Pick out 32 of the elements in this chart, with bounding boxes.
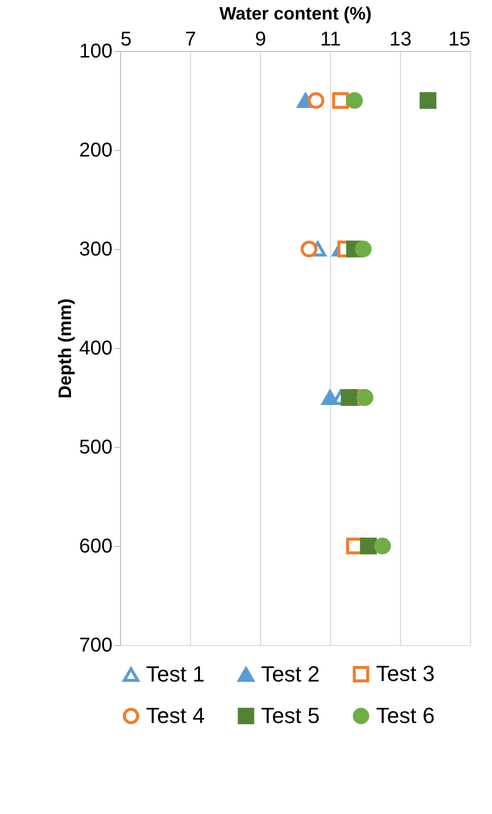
point [300, 240, 318, 258]
x-tick-label: 7 [184, 28, 196, 50]
y-tick-label: 700 [79, 634, 112, 656]
y-tick-label: 600 [79, 536, 112, 558]
point [340, 389, 358, 406]
y-tick-label: 500 [79, 436, 112, 458]
point [420, 92, 436, 109]
y-axis-title: Depth (mm) [55, 298, 76, 398]
point [356, 389, 374, 406]
point [346, 92, 363, 109]
legend-label: Test 3 [376, 661, 435, 686]
legend-label: Test 5 [261, 703, 320, 728]
x-axis-title: Water content (%) [219, 4, 372, 24]
legend-label: Test 6 [376, 703, 435, 728]
point [332, 92, 349, 109]
legend-label: Test 2 [261, 662, 320, 687]
point [374, 538, 391, 554]
point [354, 240, 372, 258]
x-tick-label: 9 [254, 28, 266, 50]
y-tick-label: 100 [79, 40, 112, 62]
point [322, 390, 338, 405]
x-tick-label: 13 [389, 28, 412, 50]
point [360, 538, 377, 554]
legend-label: Test 1 [146, 662, 205, 687]
x-tick-label: 5 [120, 28, 132, 50]
x-tick-label: 15 [448, 28, 470, 50]
legend-label: Test 4 [146, 703, 205, 728]
y-tick-label: 400 [79, 338, 112, 360]
x-tick-label: 11 [320, 28, 341, 50]
y-tick-label: 300 [79, 238, 112, 260]
point [308, 92, 324, 109]
y-tick-label: 200 [79, 140, 112, 162]
